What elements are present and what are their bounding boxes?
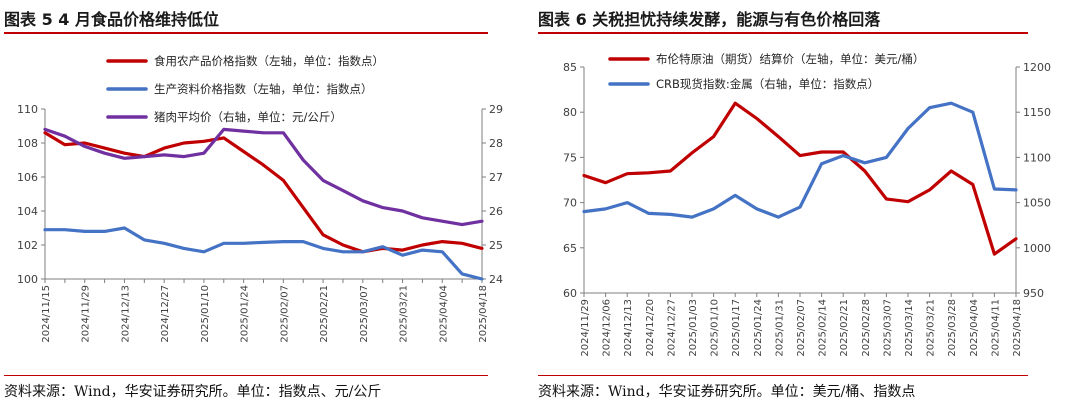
left-x-tick-label: 2025/03/21 — [399, 285, 410, 343]
left-chart: 100 102 104 106 108 110 24 25 26 27 28 29 2024/11/15… — [17, 54, 503, 343]
right-x-tick-label: 2025/04/11 — [990, 299, 1001, 357]
left-x-tick-label: 2025/04/18 — [478, 285, 489, 343]
right-source-rule — [538, 375, 1028, 376]
left-legend-label-3: 猪肉平均价（右轴，单位：元/公斤） — [154, 110, 342, 124]
left-x-tick-label: 2025/02/07 — [279, 285, 290, 343]
left-y-right-tick-label: 26 — [489, 205, 503, 218]
right-x-tick-label: 2025/01/24 — [753, 299, 764, 357]
left-y-right-tick-label: 24 — [489, 273, 503, 286]
right-y-right-tick-label: 1100 — [1023, 151, 1051, 164]
right-x-tick-label: 2025/03/21 — [926, 299, 937, 357]
right-chart: 60 65 70 75 80 85 950 1000 1050 1100 1150 1200 2024/… — [563, 52, 1051, 357]
right-x-tick-label: 2025/01/17 — [731, 299, 742, 357]
right-chart-title: 图表 6 关税担忧持续发酵，能源与有色价格回落 — [538, 10, 881, 29]
left-x-tick-label: 2025/01/24 — [240, 285, 251, 343]
left-y-left-tick-label: 104 — [17, 205, 38, 218]
left-y-left-tick-label: 110 — [17, 103, 38, 116]
right-x-tick-label: 2025/02/14 — [818, 299, 829, 357]
right-x-tick-label: 2025/03/28 — [947, 299, 958, 357]
right-y-left-tick-label: 85 — [563, 61, 577, 74]
right-x-tick-label: 2024/12/20 — [645, 299, 656, 357]
left-panel: 图表 5 4 月食品价格维持低位 100 102 104 106 108 110 24 25 2… — [4, 10, 503, 400]
right-x-tick-label: 2024/11/29 — [580, 299, 591, 357]
right-y-right-tick-label: 1000 — [1023, 242, 1051, 255]
right-y-left-tick-label: 80 — [563, 106, 577, 119]
left-y-right-tick-label: 27 — [489, 171, 503, 184]
right-x-tick-label: 2025/01/10 — [710, 299, 721, 357]
left-y-right-tick-label: 25 — [489, 239, 503, 252]
left-series-line-1 — [43, 131, 484, 254]
left-x-tick-label: 2024/12/27 — [160, 285, 171, 343]
right-series-line-1 — [582, 101, 1018, 256]
left-legend-label-1: 食用农产品价格指数（左轴，单位：指数点） — [154, 54, 384, 68]
left-x-tick-label: 2025/01/10 — [200, 285, 211, 343]
left-y-right-tick-label: 29 — [489, 103, 503, 116]
left-y-left-tick-label: 100 — [17, 273, 38, 286]
left-title-rule — [4, 32, 488, 34]
right-y-right-tick-label: 1200 — [1023, 61, 1051, 74]
left-x-tick-label: 2024/11/29 — [81, 285, 92, 343]
right-x-tick-label: 2024/12/13 — [623, 299, 634, 357]
right-x-tick-label: 2025/01/03 — [688, 299, 699, 357]
right-legend-label-1: 布伦特原油（期货）结算价（左轴，单位：美元/桶） — [656, 52, 924, 66]
left-y-right-tick-label: 28 — [489, 137, 503, 150]
left-source-rule — [4, 375, 488, 376]
right-x-tick-label: 2025/02/07 — [796, 299, 807, 357]
left-series-line-2 — [43, 226, 484, 281]
right-x-tick-label: 2025/03/07 — [882, 299, 893, 357]
right-y-right-tick-label: 1150 — [1023, 106, 1051, 119]
left-chart-title: 图表 5 4 月食品价格维持低位 — [4, 10, 219, 29]
right-y-left-tick-label: 65 — [563, 242, 577, 255]
right-y-right-tick-label: 1050 — [1023, 197, 1051, 210]
left-x-tick-label: 2024/12/13 — [120, 285, 131, 343]
right-y-left-tick-label: 70 — [563, 197, 577, 210]
right-panel: 图表 6 关税担忧持续发酵，能源与有色价格回落 60 65 70 75 80 85 950 1… — [534, 0, 1068, 406]
right-source-note: 资料来源：Wind，华安证券研究所。单位：美元/桶、指数点 — [538, 384, 916, 400]
right-y-left-tick-label: 60 — [563, 287, 577, 300]
right-x-tick-label: 2024/12/06 — [602, 299, 613, 357]
right-x-tick-label: 2025/04/18 — [1012, 299, 1023, 357]
left-series-line-3 — [43, 127, 484, 227]
left-x-tick-label: 2024/11/15 — [41, 285, 52, 343]
right-x-tick-label: 2025/03/14 — [904, 299, 915, 357]
left-x-tick-label: 2025/02/21 — [319, 285, 330, 343]
left-x-tick-label: 2025/03/07 — [359, 285, 370, 343]
right-series-line-2 — [582, 101, 1018, 219]
right-x-tick-label: 2025/02/28 — [861, 299, 872, 357]
left-y-left-tick-label: 106 — [17, 171, 38, 184]
left-y-left-tick-label: 108 — [17, 137, 38, 150]
left-source-note: 资料来源：Wind，华安证券研究所。单位：指数点、元/公斤 — [4, 384, 382, 400]
left-y-left-tick-label: 102 — [17, 239, 38, 252]
right-x-tick-label: 2025/04/04 — [969, 299, 980, 357]
left-x-tick-label: 2025/04/04 — [438, 285, 449, 343]
left-legend-label-2: 生产资料价格指数（左轴，单位：指数点） — [154, 82, 373, 96]
right-y-right-tick-label: 950 — [1023, 287, 1044, 300]
right-title-rule — [538, 32, 1028, 34]
right-y-left-tick-label: 75 — [563, 151, 577, 164]
right-x-tick-label: 2025/02/21 — [839, 299, 850, 357]
right-legend-label-2: CRB现货指数:金属（右轴，单位：指数点） — [656, 77, 879, 91]
right-x-tick-label: 2025/01/31 — [774, 299, 785, 357]
right-x-tick-label: 2024/12/27 — [666, 299, 677, 357]
